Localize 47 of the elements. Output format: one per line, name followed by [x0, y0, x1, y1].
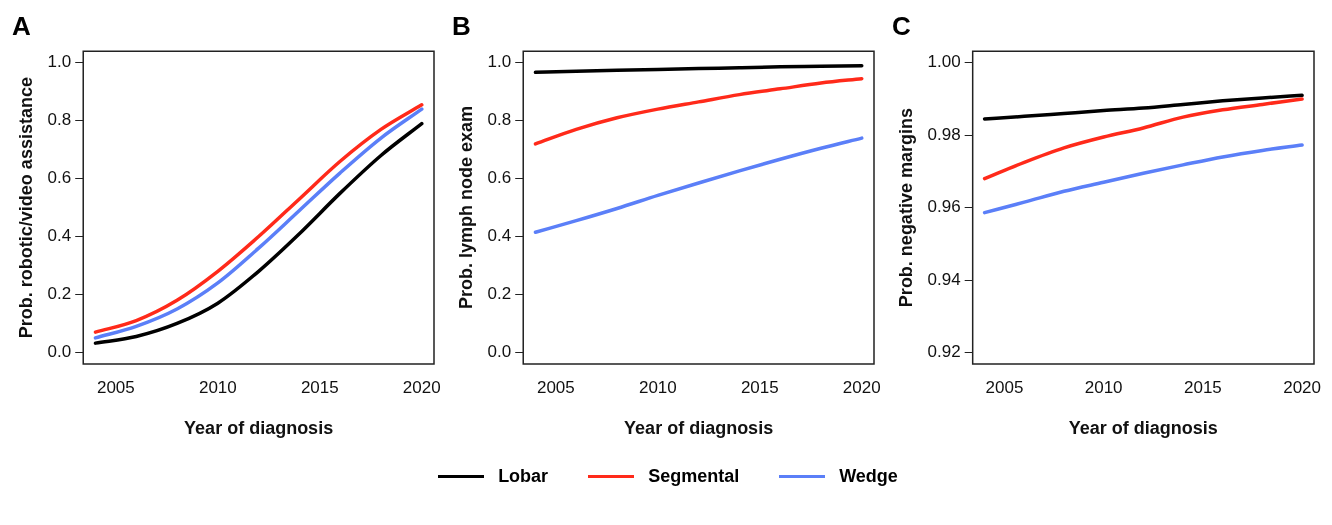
x-axis-title: Year of diagnosis	[184, 418, 334, 439]
x-tick-label: 2015	[300, 377, 339, 397]
y-axis-title: Prob. negative margins	[895, 108, 916, 308]
y-tick-label: 0.8	[487, 110, 512, 130]
y-tick-label: 1.0	[487, 52, 512, 72]
x-tick-label: 2020	[842, 377, 881, 397]
y-tick-label: 0.8	[47, 110, 72, 130]
y-tick-label: 0.4	[487, 226, 512, 246]
y-tick-label: 0.6	[487, 168, 512, 188]
y-tick-label: 0.0	[487, 342, 512, 362]
line-series	[982, 97, 1304, 181]
y-tick-label: 0.6	[47, 168, 72, 188]
line-series	[533, 63, 864, 75]
x-tick-label: 2005	[96, 377, 135, 397]
x-tick-label: 2015	[740, 377, 779, 397]
y-tick-label: 0.98	[927, 124, 961, 144]
line-series	[982, 143, 1304, 215]
y-axis-title: Prob. lymph node exam	[455, 106, 476, 310]
chart-title: C	[892, 10, 911, 41]
line-series	[533, 136, 864, 234]
y-axis-title: Prob. robotic/video assistance	[15, 77, 36, 339]
x-tick-label: 2020	[402, 377, 441, 397]
x-tick-label: 2005	[985, 377, 1024, 397]
y-tick-label: 0.0	[47, 342, 72, 362]
line-series	[533, 76, 864, 146]
y-tick-label: 1.00	[927, 52, 961, 72]
x-tick-label: 2005	[536, 377, 575, 397]
legend-label: Wedge	[839, 466, 898, 487]
line-series	[982, 93, 1304, 121]
x-tick-label: 2010	[198, 377, 237, 397]
x-tick-label: 2015	[1183, 377, 1222, 397]
legend-label: Segmental	[648, 466, 740, 487]
y-tick-label: 0.2	[487, 284, 512, 304]
y-tick-label: 0.94	[927, 269, 961, 289]
x-axis-title: Year of diagnosis	[1068, 418, 1218, 439]
y-tick-label: 0.2	[47, 284, 72, 304]
legend-label: Lobar	[498, 466, 549, 487]
chart-title: A	[12, 10, 31, 41]
x-tick-label: 2010	[638, 377, 677, 397]
y-tick-label: 0.96	[927, 197, 961, 217]
x-tick-label: 2020	[1283, 377, 1322, 397]
x-axis-title: Year of diagnosis	[624, 418, 774, 439]
y-tick-label: 0.4	[47, 226, 72, 246]
x-tick-label: 2010	[1084, 377, 1123, 397]
y-tick-label: 1.0	[47, 52, 72, 72]
y-tick-label: 0.92	[927, 342, 961, 362]
chart-title: B	[452, 10, 471, 41]
